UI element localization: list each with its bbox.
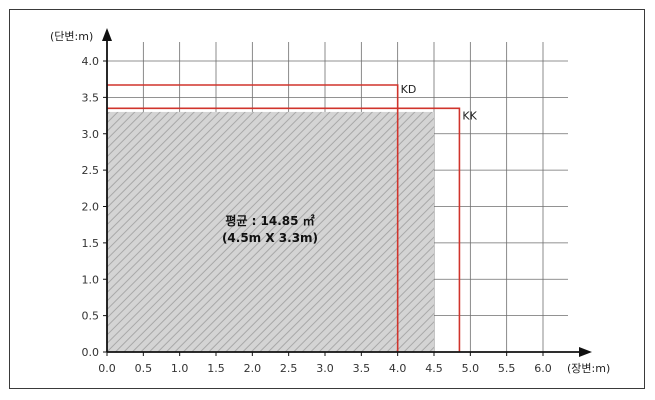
x-axis-label: (장변:m) <box>567 362 610 375</box>
x-tick-label: 2.0 <box>244 362 262 375</box>
x-tick-label: 1.5 <box>207 362 225 375</box>
series-label-kk: KK <box>462 109 477 122</box>
x-tick-label: 4.0 <box>389 362 407 375</box>
x-tick-label: 1.0 <box>171 362 189 375</box>
x-tick-label: 4.5 <box>425 362 443 375</box>
y-tick-label: 0.0 <box>82 346 100 359</box>
series-outline-kd <box>107 84 399 352</box>
average-area-rect <box>107 111 434 352</box>
series-layer: KD KK <box>107 83 478 352</box>
x-tick-label: 5.0 <box>462 362 480 375</box>
x-tick-label: 2.5 <box>280 362 298 375</box>
y-tick-label: 2.0 <box>82 201 100 214</box>
y-tick-label: 1.0 <box>82 273 100 286</box>
x-tick-label: 6.0 <box>534 362 552 375</box>
y-tick-label: 3.5 <box>82 91 100 104</box>
y-tick-label: 1.5 <box>82 237 100 250</box>
y-tick-label: 0.5 <box>82 310 100 323</box>
x-tick-label: 0.0 <box>98 362 116 375</box>
average-area-label: 평균 : 14.85 ㎡ <box>225 213 314 228</box>
series-outline-kk <box>107 107 461 352</box>
axes <box>102 28 592 357</box>
y-tick-label: 2.5 <box>82 164 100 177</box>
x-tick-label: 0.5 <box>135 362 153 375</box>
x-tick-label: 5.5 <box>498 362 516 375</box>
y-axis-label: (단변:m) <box>50 30 93 43</box>
x-axis-arrow <box>579 347 592 357</box>
y-tick-label: 4.0 <box>82 55 100 68</box>
x-tick-label: 3.0 <box>316 362 334 375</box>
series-label-kd: KD <box>401 83 417 96</box>
average-area-dimensions: (4.5m X 3.3m) <box>222 231 318 245</box>
x-tick-label: 3.5 <box>353 362 371 375</box>
tick-labels: 0.0 0.5 1.0 1.5 2.0 2.5 3.0 3.5 4.0 4.5 5.0 5.5 6.0 0… <box>82 55 552 375</box>
y-axis-arrow <box>102 28 112 41</box>
average-area-layer <box>107 111 434 352</box>
y-tick-label: 3.0 <box>82 128 100 141</box>
